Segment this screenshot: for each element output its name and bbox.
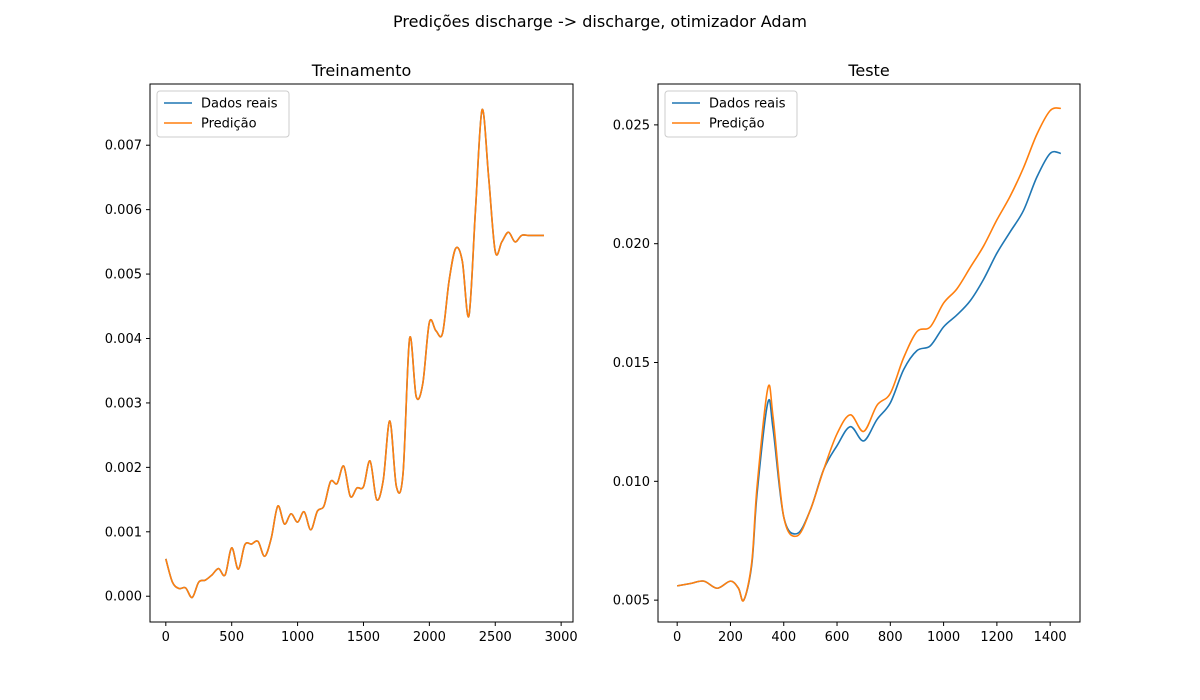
legend-label-0: Dados reais	[709, 97, 786, 112]
legend: Dados reais Predição	[664, 90, 798, 138]
legend-label-0: Dados reais	[201, 97, 278, 112]
y-tick-label: 0.002	[105, 461, 142, 476]
x-tick-label: 2500	[479, 630, 512, 645]
x-tick-label: 500	[219, 630, 244, 645]
y-tick-label: 0.000	[105, 590, 142, 605]
series-line-1	[165, 108, 545, 599]
y-tick-label: 0.006	[105, 203, 142, 218]
y-tick-label: 0.015	[613, 356, 650, 371]
axes-frame	[657, 83, 1081, 623]
legend-label-1: Predição	[201, 117, 257, 132]
x-tick-label: 400	[771, 630, 796, 645]
legend-label-1: Predição	[709, 117, 765, 132]
axes-teste: Teste 0 200 400 600 800 1000 1200 1400 0.005 0.010…	[613, 61, 1081, 645]
y-tick-label: 0.005	[613, 594, 650, 609]
x-tick-label: 3000	[545, 630, 578, 645]
y-tick-label: 0.005	[105, 268, 142, 283]
y-tick-label: 0.010	[613, 475, 650, 490]
y-tick-label: 0.025	[613, 118, 650, 133]
x-tick-label: 0	[162, 630, 170, 645]
axes-treinamento: Treinamento 0 500 1000 1500 2000 2500 3000 0.000…	[105, 61, 578, 645]
y-tick-label: 0.004	[105, 332, 142, 347]
x-tick-label: 2000	[413, 630, 446, 645]
y-tick-label: 0.020	[613, 237, 650, 252]
x-tick-label: 1000	[927, 630, 960, 645]
y-tick-label: 0.003	[105, 396, 142, 411]
x-tick-label: 1400	[1034, 630, 1067, 645]
legend: Dados reais Predição	[156, 90, 290, 138]
x-tick-label: 1000	[281, 630, 314, 645]
x-tick-label: 0	[673, 630, 681, 645]
x-tick-label: 600	[825, 630, 850, 645]
x-tick-label: 1500	[347, 630, 380, 645]
axes-frame	[149, 83, 574, 623]
y-tick-label: 0.007	[105, 139, 142, 154]
figure-suptitle: Predições discharge -> discharge, otimiz…	[393, 12, 807, 31]
x-tick-label: 1200	[980, 630, 1013, 645]
series-line-1	[677, 107, 1061, 602]
axes-title: Teste	[847, 61, 889, 80]
axes-title: Treinamento	[311, 61, 412, 80]
x-tick-label: 800	[878, 630, 903, 645]
y-tick-label: 0.001	[105, 525, 142, 540]
x-tick-label: 200	[718, 630, 743, 645]
